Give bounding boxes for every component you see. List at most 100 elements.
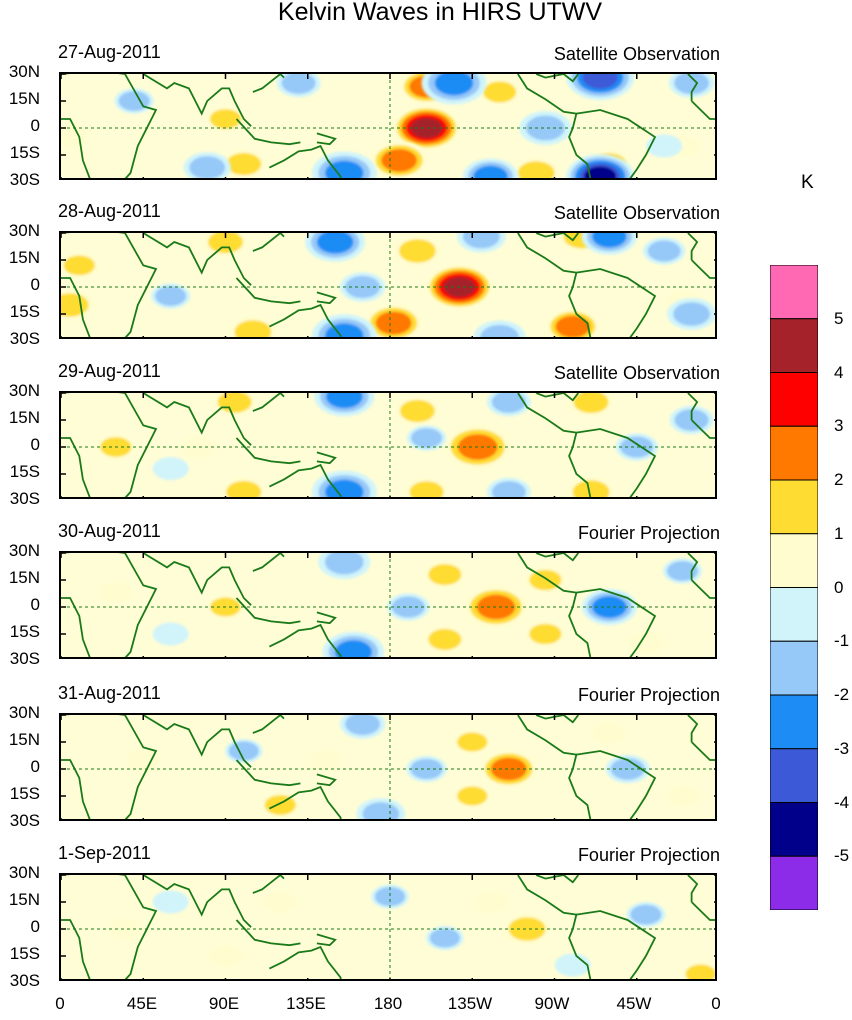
coastline [235, 759, 301, 787]
anomaly-blob [568, 393, 614, 417]
colorbar-swatch [770, 372, 818, 427]
x-tick-label: 180 [373, 994, 403, 1013]
anomaly-blob [61, 252, 99, 278]
coastline [687, 553, 699, 580]
y-tick-label: 15N [8, 730, 40, 749]
anomaly-blob [545, 308, 601, 337]
y-tick-label: 15S [9, 784, 40, 803]
panel-date-label: 1-Sep-2011 [58, 843, 151, 863]
x-tick-label: 45W [616, 994, 652, 1013]
colorbar-level-label: 1 [834, 523, 844, 543]
anomaly-blob [423, 560, 467, 589]
coastline [61, 715, 158, 819]
anomaly-blob [107, 918, 143, 940]
coastline [690, 901, 715, 921]
anomaly-blob [421, 74, 487, 105]
anomaly-blob [566, 74, 635, 101]
anomaly-blob [566, 476, 616, 497]
coastline [576, 588, 657, 657]
heatmap-panel [59, 391, 717, 499]
x-tick-label: 90W [534, 994, 570, 1013]
anomaly-blob [371, 884, 409, 909]
coastline [535, 875, 580, 884]
y-tick-label: 30S [9, 170, 40, 189]
coastline [535, 393, 580, 402]
coastline [252, 74, 285, 93]
y-tick-label: 30S [9, 649, 40, 668]
colorbar-swatch [770, 533, 818, 588]
colorbar [770, 265, 818, 910]
heatmap-panel [59, 551, 717, 659]
coastline [235, 118, 301, 146]
coastline [316, 933, 337, 947]
anomaly-blob [125, 748, 162, 772]
coastline [316, 291, 337, 305]
anomaly-blob [404, 477, 449, 497]
coastline [252, 715, 285, 734]
coastline [690, 259, 715, 279]
anomaly-blob [463, 585, 529, 629]
heatmap-panel [59, 713, 717, 821]
colorbar-level-label: 4 [834, 362, 844, 382]
colorbar-level-label: 5 [834, 308, 844, 328]
anomaly-blob [664, 784, 701, 808]
colorbar-swatch [770, 587, 818, 642]
coastline [252, 553, 285, 572]
panel-date-label: 27-Aug-2011 [58, 42, 161, 62]
coastline [252, 875, 285, 894]
panel-source-label: Fourier Projection [577, 845, 720, 865]
colorbar-level-label: -3 [834, 738, 850, 758]
y-tick-label: 0 [30, 435, 40, 454]
coastline [142, 393, 252, 446]
anomaly-blob [626, 902, 666, 928]
anomaly-blob [668, 74, 715, 98]
anomaly-blob [406, 425, 447, 451]
anomaly-blob [524, 620, 566, 648]
anomaly-blob [212, 393, 257, 417]
coastline [61, 553, 158, 657]
y-tick-label: 30N [8, 863, 40, 882]
heatmap-panel [59, 72, 717, 180]
anomaly-blob [681, 961, 715, 979]
anomaly-blob [364, 303, 423, 337]
coastline [269, 945, 342, 979]
heatmap-panel [59, 231, 717, 339]
coastline [269, 623, 342, 657]
x-tick-label: 0 [711, 994, 721, 1013]
anomaly-blob [262, 890, 299, 914]
anomaly-blob [339, 715, 386, 739]
anomaly-blob [393, 235, 442, 267]
y-tick-label: 15N [8, 408, 40, 427]
y-tick-label: 15N [8, 890, 40, 909]
y-tick-label: 0 [30, 917, 40, 936]
coastline [517, 233, 592, 337]
coastline [576, 428, 657, 497]
coastline [690, 579, 715, 599]
y-tick-label: 30N [8, 221, 40, 240]
coastline [687, 233, 699, 260]
coastline [517, 715, 592, 819]
colorbar-level-label: -5 [834, 846, 850, 866]
colorbar-level-label: 2 [834, 470, 844, 489]
anomaly-blob [581, 233, 637, 255]
y-tick-label: 30N [8, 62, 40, 81]
anomaly-blob [423, 625, 467, 654]
anomaly-blob [152, 622, 189, 646]
coastline [142, 553, 252, 606]
coastline [316, 132, 337, 146]
anomaly-blob [478, 78, 521, 106]
colorbar-swatch [770, 748, 818, 803]
panel-date-label: 29-Aug-2011 [58, 361, 161, 381]
anomaly-blob [426, 925, 464, 951]
coastline [690, 100, 715, 120]
x-tick-label: 90E [208, 994, 240, 1013]
anomaly-blob [473, 320, 526, 337]
panel-date-label: 28-Aug-2011 [58, 201, 161, 221]
coastline [61, 393, 158, 497]
anomaly-blob [502, 913, 552, 945]
x-tick-label: 135W [447, 994, 493, 1013]
x-tick-label: 45E [126, 994, 158, 1013]
colorbar-swatch [770, 479, 818, 535]
anomaly-blob [667, 298, 715, 330]
anomaly-blob [511, 157, 561, 178]
